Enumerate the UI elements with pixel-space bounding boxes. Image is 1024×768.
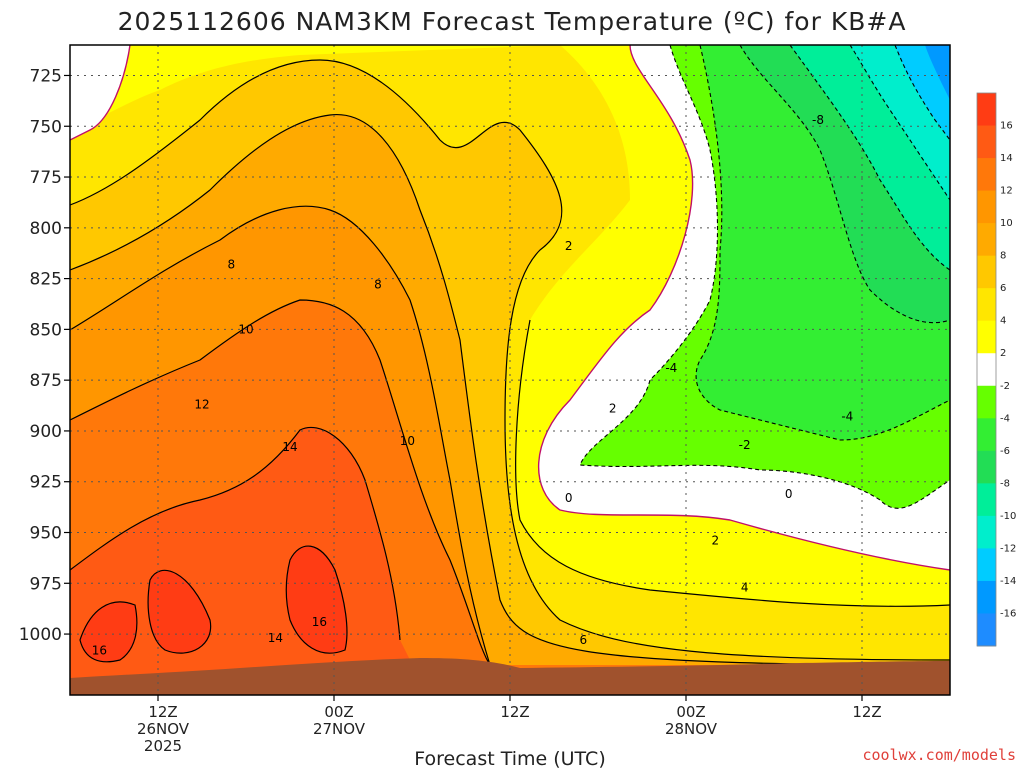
colorbar-label: -14 (1000, 576, 1016, 587)
contour-label: -4 (665, 361, 677, 375)
colorbar-label: -12 (1000, 543, 1016, 554)
colorbar-label: 8 (1000, 251, 1006, 262)
y-tick-label: 1000 (19, 625, 62, 645)
zero-contours (70, 45, 950, 571)
colorbar-label: 10 (1000, 218, 1013, 229)
contour-label: -8 (812, 113, 824, 127)
y-tick-label: 825 (30, 270, 62, 290)
colorbar-swatch (977, 223, 996, 257)
y-tick-label: 975 (30, 574, 62, 594)
colorbar-swatch (977, 93, 996, 127)
colorbar-swatch (977, 580, 996, 614)
colorbar-label: 16 (1000, 121, 1013, 132)
contour-lines (70, 59, 950, 666)
x-tick-label: 12Z (148, 703, 177, 721)
y-tick-label: 725 (30, 66, 62, 86)
x-axis-label: Forecast Time (UTC) (414, 748, 605, 768)
contour-label: -2 (739, 438, 751, 452)
colorbar-swatch (977, 288, 996, 322)
colorbar-swatch (977, 255, 996, 289)
colorbar-swatch (977, 320, 996, 354)
contour-labels: 8 8 10 10 12 14 16 16 14 6 4 2 2 2 0 0 -2 -4 -4 -8 (92, 113, 854, 657)
x-tick-label: 00Z (324, 703, 353, 721)
colorbar-swatch (977, 515, 996, 549)
colorbar: 16 14 12 10 8 6 4 2 -2 -4 -6 -8 -10 -12 -14 -16 (976, 92, 1016, 647)
contour-label: 16 (312, 615, 327, 629)
y-tick-label: 850 (30, 320, 62, 340)
colorbar-label: -10 (1000, 511, 1016, 522)
contour-label: 8 (374, 278, 382, 292)
contour-label: 14 (268, 631, 283, 645)
colorbar-label: -6 (1000, 446, 1010, 457)
colorbar-swatch (977, 385, 996, 419)
colorbar-swatch (977, 353, 996, 387)
contour-label: 2 (609, 402, 617, 416)
contour-label: 14 (282, 440, 297, 454)
colorbar-label: 14 (1000, 153, 1013, 164)
contour-label: 6 (580, 633, 588, 647)
y-axis: 725 750 775 800 825 850 875 900 925 950 975 1000 (19, 66, 70, 645)
colorbar-label: 2 (1000, 348, 1006, 359)
x-tick-label: 00Z (676, 703, 705, 721)
y-tick-label: 900 (30, 422, 62, 442)
colorbar-label: -16 (1000, 608, 1016, 619)
colorbar-label: -8 (1000, 478, 1010, 489)
colorbar-label: -4 (1000, 413, 1010, 424)
contour-label: 10 (238, 322, 253, 336)
contour-label: 2 (565, 239, 573, 253)
negative-contours (579, 45, 950, 509)
contour-label: 10 (400, 434, 415, 448)
x-tick-label: 12Z (852, 703, 881, 721)
x-tick-label: 26NOV (137, 720, 190, 738)
y-tick-label: 925 (30, 473, 62, 493)
x-tick-label: 28NOV (665, 720, 718, 738)
contour-label: -4 (841, 410, 853, 424)
colorbar-swatch (977, 613, 996, 647)
colorbar-swatch (977, 125, 996, 159)
x-tick-label: 27NOV (313, 720, 366, 738)
colorbar-label: 12 (1000, 186, 1013, 197)
contour-label: 8 (228, 257, 236, 271)
y-tick-label: 875 (30, 371, 62, 391)
y-tick-label: 775 (30, 168, 62, 188)
x-tick-label: 2025 (144, 737, 182, 755)
colorbar-label: -2 (1000, 381, 1010, 392)
band-14 (80, 546, 347, 662)
colorbar-label: 4 (1000, 316, 1006, 327)
contour-label: 0 (785, 487, 793, 501)
contour-label: 0 (565, 491, 573, 505)
x-tick-label: 12Z (500, 703, 529, 721)
colorbar-swatch (977, 190, 996, 224)
colorbar-label: 6 (1000, 283, 1006, 294)
band-neg14 (925, 45, 950, 100)
contour-label: 2 (712, 534, 720, 548)
colorbar-swatch (977, 158, 996, 192)
y-tick-label: 950 (30, 524, 62, 544)
band-white-upperleft (70, 45, 130, 140)
colorbar-swatch (977, 483, 996, 517)
colorbar-swatch (977, 548, 996, 582)
y-tick-label: 800 (30, 219, 62, 239)
contour-label: 12 (194, 398, 209, 412)
contour-label: 16 (92, 643, 107, 657)
colorbar-swatch (977, 418, 996, 452)
y-tick-label: 750 (30, 117, 62, 137)
chart-title: 2025112606 NAM3KM Forecast Temperature (… (118, 7, 907, 36)
credit-text: coolwx.com/models (862, 746, 1016, 764)
colorbar-swatch (977, 450, 996, 484)
colorbar-frame (976, 92, 997, 647)
contour-label: 4 (741, 580, 749, 594)
